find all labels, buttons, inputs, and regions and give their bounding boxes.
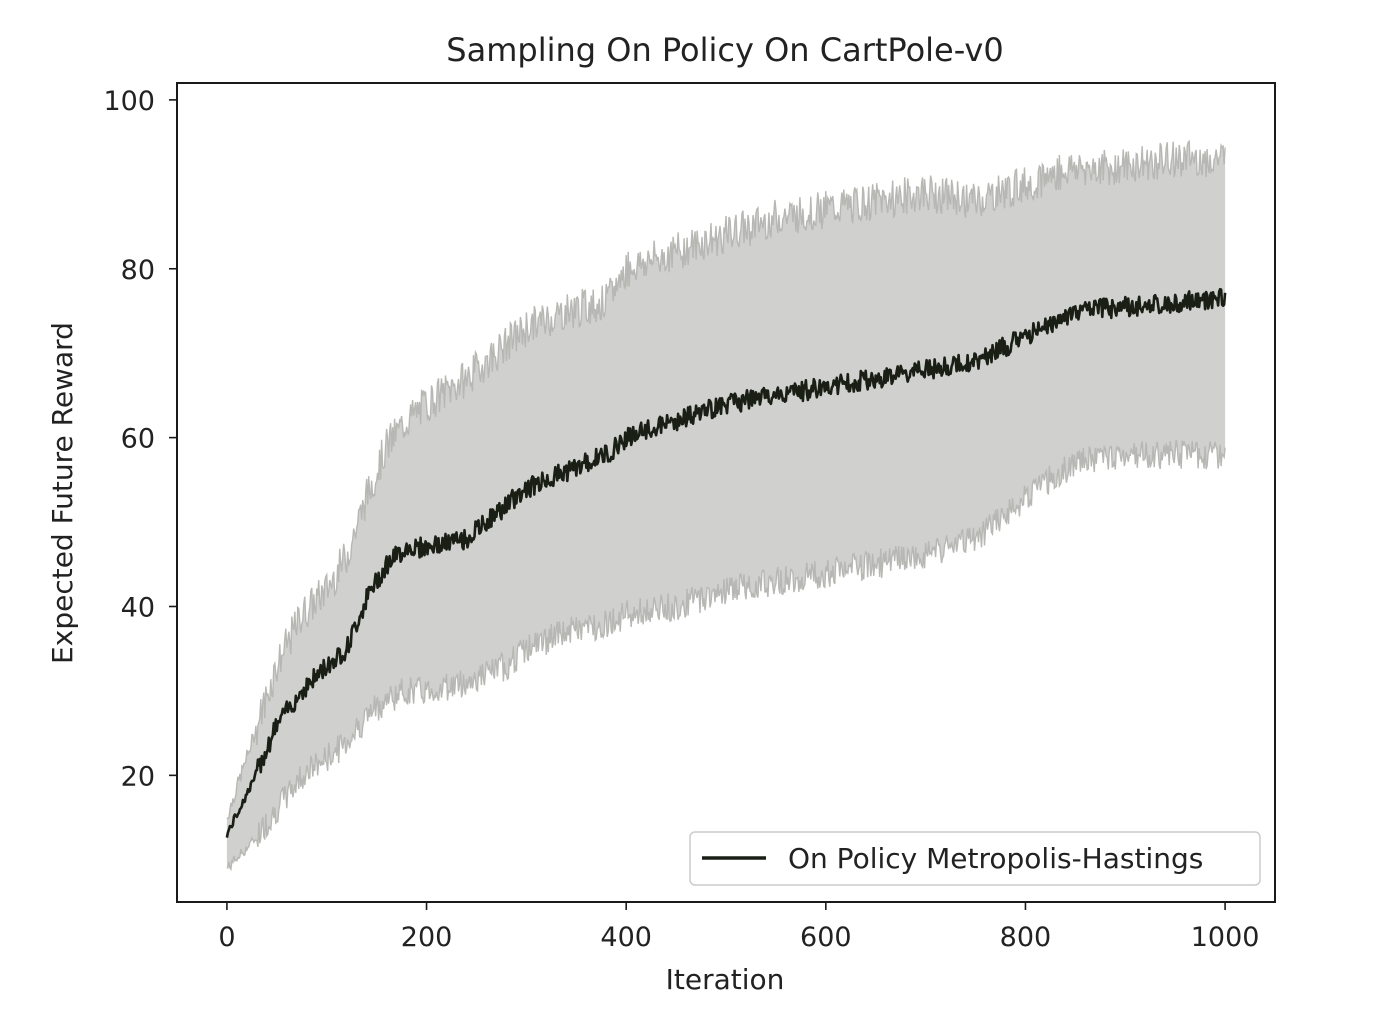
legend-label: On Policy Metropolis-Hastings — [788, 842, 1203, 875]
x-tick-label: 200 — [401, 922, 453, 953]
x-tick-label: 600 — [800, 922, 852, 953]
legend-box — [689, 831, 1261, 886]
x-tick-label: 800 — [1000, 922, 1052, 953]
band-upper-edge — [226, 139, 1226, 820]
x-tick-label: 0 — [218, 922, 235, 953]
chart-title: Sampling On Policy On CartPole-v0 — [446, 31, 1003, 69]
x-axis-title: Iteration — [666, 963, 785, 996]
y-tick-label: 100 — [103, 86, 155, 117]
legend: On Policy Metropolis-Hastings — [689, 831, 1261, 886]
y-axis-title: Expected Future Reward — [46, 322, 79, 664]
x-tick-label: 1000 — [1191, 922, 1260, 953]
y-tick-label: 20 — [121, 761, 155, 792]
series-line-mean — [225, 287, 1227, 838]
band-lower-edge — [226, 439, 1226, 872]
plot-frame — [176, 82, 1276, 903]
std-band — [226, 141, 1226, 870]
y-tick-label: 40 — [121, 592, 155, 623]
axes-ticks: 0 200 400 600 800 1000 20 40 60 80 100 — [103, 86, 1259, 953]
x-tick-label: 400 — [600, 922, 652, 953]
y-tick-label: 80 — [121, 255, 155, 286]
plot-area — [176, 82, 1276, 903]
y-tick-label: 60 — [121, 424, 155, 455]
